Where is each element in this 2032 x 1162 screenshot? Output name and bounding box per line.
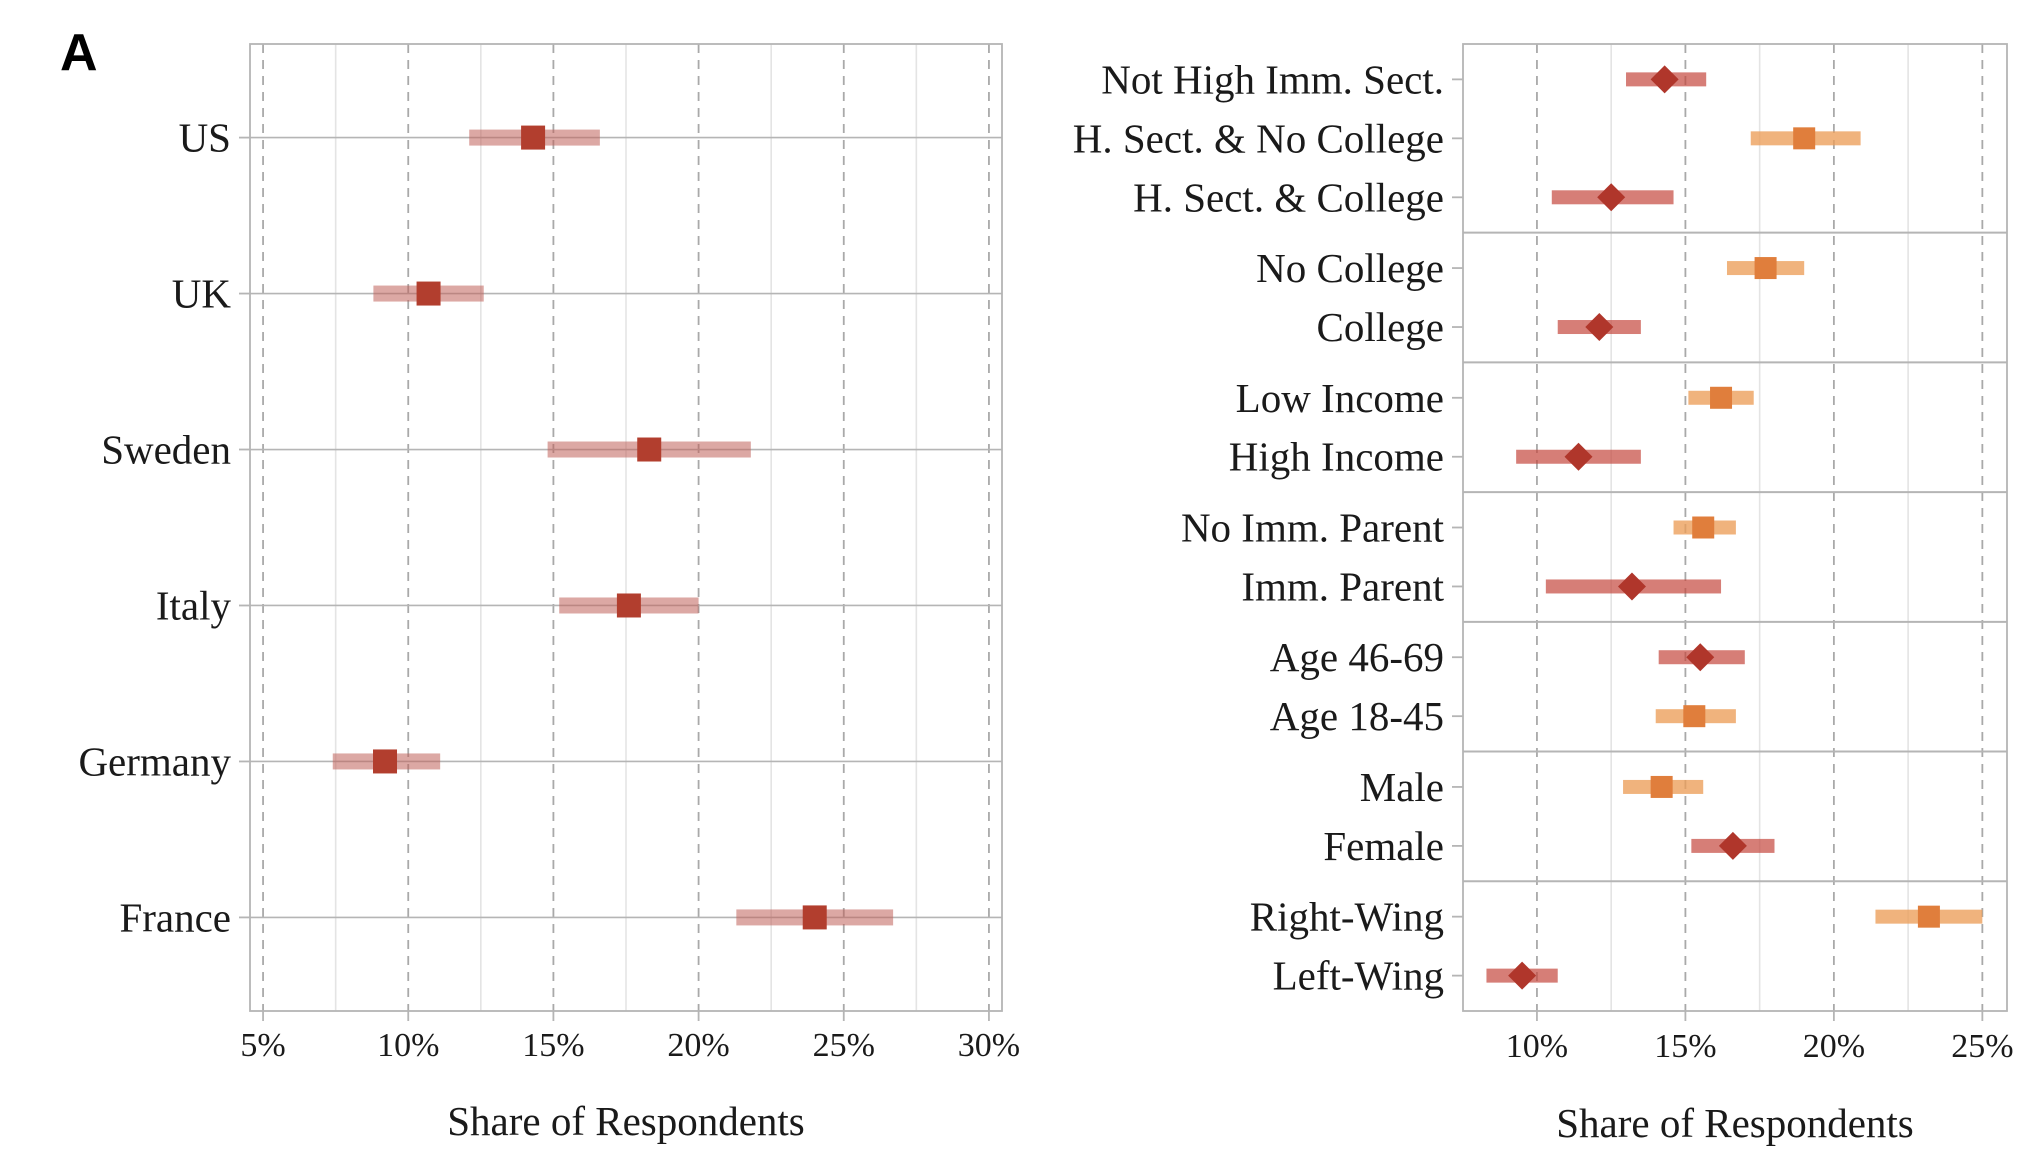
point-marker-diamond xyxy=(1597,183,1626,212)
y-tick-label: Female xyxy=(1323,823,1444,869)
point-marker-square xyxy=(521,125,546,150)
y-tick-label: Age 46-69 xyxy=(1270,634,1444,680)
y-tick-label: Germany xyxy=(78,738,231,784)
x-tick-label: 30% xyxy=(958,1027,1020,1064)
x-tick-label: 10% xyxy=(1506,1028,1568,1065)
point-marker-square xyxy=(802,905,827,930)
country-panel: US UK Sweden Italy Germany France 5% 10% 15% 20% 2… xyxy=(78,43,1020,1144)
plot-border xyxy=(249,43,1003,1012)
point-marker-diamond xyxy=(1617,572,1646,601)
point-marker-square xyxy=(616,593,641,618)
point-marker-square xyxy=(1650,775,1673,798)
point-marker-square xyxy=(416,281,441,306)
point-marker-square xyxy=(1692,516,1715,539)
point-marker-diamond xyxy=(1650,65,1679,94)
plot-border xyxy=(1462,43,2008,1012)
point-marker-square xyxy=(373,749,398,774)
point-marker-diamond xyxy=(1508,961,1537,990)
y-tick-label: No College xyxy=(1256,245,1444,291)
point-marker-square xyxy=(637,437,662,462)
point-marker-diamond xyxy=(1564,442,1593,471)
x-tick-label: 20% xyxy=(1803,1028,1865,1065)
y-tick-label: No Imm. Parent xyxy=(1181,505,1445,551)
y-tick-label: France xyxy=(119,894,231,940)
point-marker-diamond xyxy=(1585,313,1614,342)
point-marker-diamond xyxy=(1686,643,1715,672)
y-tick-label: College xyxy=(1316,304,1444,350)
x-tick-label: 25% xyxy=(1951,1028,2013,1065)
y-tick-label: Low Income xyxy=(1236,375,1444,421)
y-tick-label: UK xyxy=(172,271,232,317)
point-marker-diamond xyxy=(1718,831,1747,860)
x-tick-label: 15% xyxy=(1654,1028,1716,1065)
y-tick-label: Male xyxy=(1360,764,1444,810)
x-axis-title: Share of Respondents xyxy=(1556,1100,1914,1146)
x-tick-label: 25% xyxy=(813,1027,875,1064)
point-marker-square xyxy=(1683,705,1706,728)
y-tick-label: Age 18-45 xyxy=(1270,693,1444,739)
point-marker-square xyxy=(1793,127,1816,150)
x-axis-title: Share of Respondents xyxy=(447,1098,805,1144)
panel-label: A xyxy=(60,24,98,82)
y-tick-label: Not High Imm. Sect. xyxy=(1101,56,1444,102)
x-tick-label: 5% xyxy=(240,1027,285,1064)
x-tick-label: 10% xyxy=(377,1027,439,1064)
x-tick-label: 20% xyxy=(667,1027,729,1064)
point-marker-square xyxy=(1710,386,1733,409)
x-tick-label: 15% xyxy=(522,1027,584,1064)
y-tick-label: High Income xyxy=(1229,434,1444,480)
point-marker-square xyxy=(1754,257,1777,280)
point-marker-square xyxy=(1917,905,1940,928)
y-tick-label: Left-Wing xyxy=(1273,953,1444,999)
y-tick-label: H. Sect. & College xyxy=(1133,174,1444,220)
y-tick-label: Imm. Parent xyxy=(1241,563,1444,609)
y-tick-label: H. Sect. & No College xyxy=(1073,115,1444,161)
subgroup-panel: Not High Imm. Sect. H. Sect. & No College… xyxy=(1073,43,2014,1146)
y-tick-label: Right-Wing xyxy=(1250,894,1444,940)
y-tick-label: Sweden xyxy=(101,427,231,473)
y-tick-label: US xyxy=(179,115,231,161)
y-tick-label: Italy xyxy=(156,582,232,628)
